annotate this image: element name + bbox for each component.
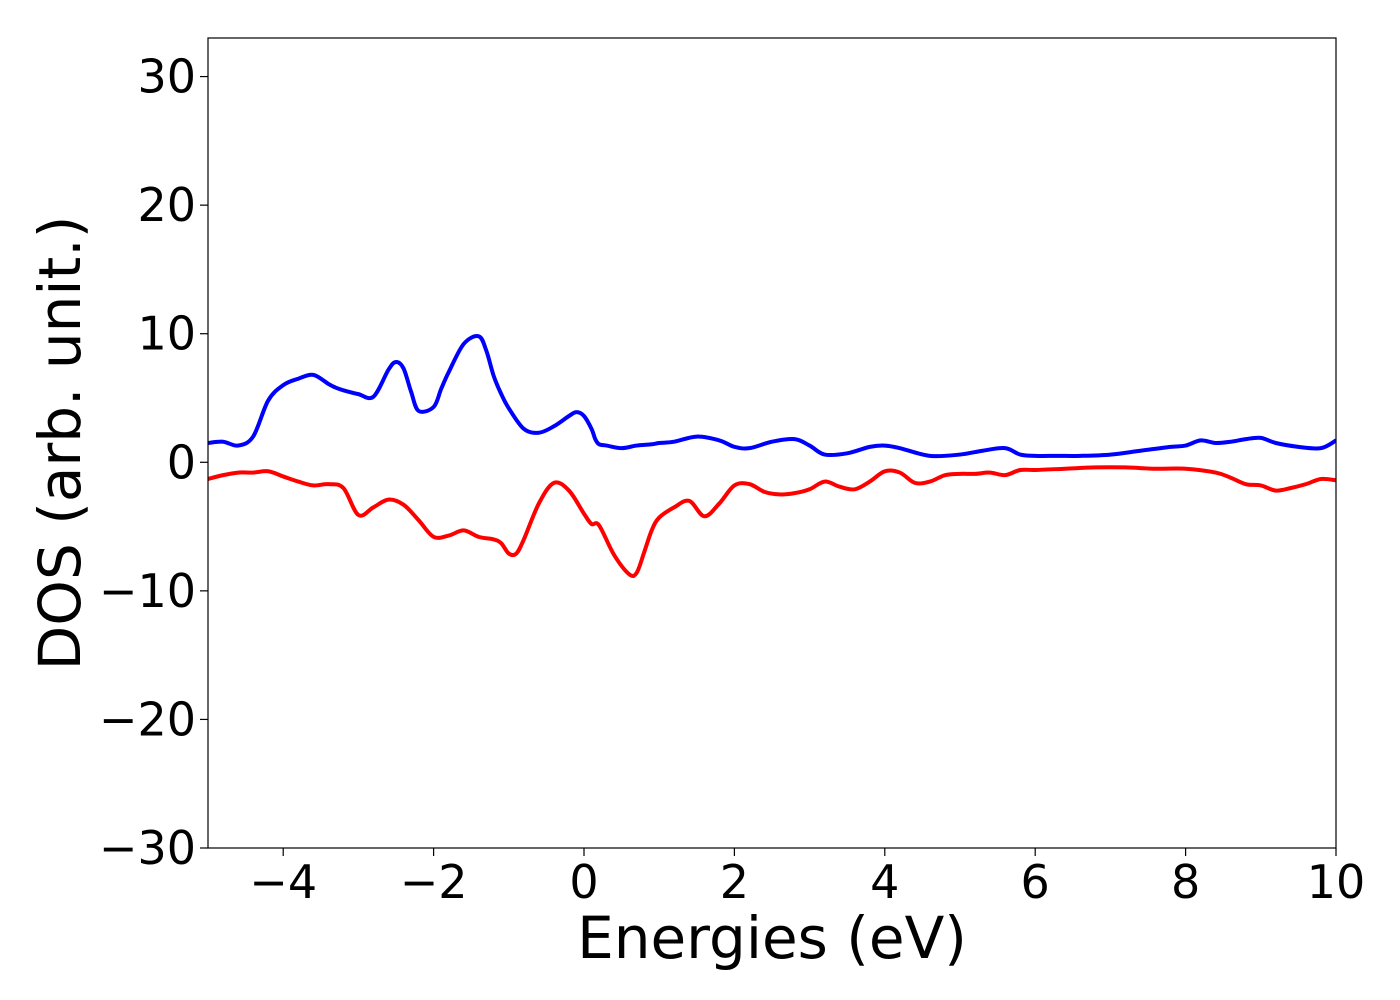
axes-frame [207,37,1337,849]
x-tick-label: −2 [400,855,468,909]
x-tick-label: 8 [1171,855,1200,909]
x-tick-label: 6 [1021,855,1050,909]
y-tick-label: 20 [137,178,196,232]
y-tick-label: −20 [99,692,196,746]
y-tick-label: 30 [137,50,196,104]
y-tick-label: −30 [99,821,196,875]
x-tick-label: 10 [1307,855,1366,909]
plot-area [208,334,1336,579]
x-tick-label: 4 [870,855,899,909]
series-line-blue [208,334,1336,459]
y-tick-label: 10 [137,307,196,361]
y-tick-label: −10 [99,564,196,618]
y-axis-label: DOS (arb. unit.) [26,216,94,671]
x-tick-label: 2 [720,855,749,909]
x-tick-label: 0 [569,855,598,909]
x-tick-label: −4 [249,855,317,909]
y-tick-label: 0 [167,435,196,489]
x-axis-label: Energies (eV) [577,904,967,972]
series-line-red [208,465,1336,579]
